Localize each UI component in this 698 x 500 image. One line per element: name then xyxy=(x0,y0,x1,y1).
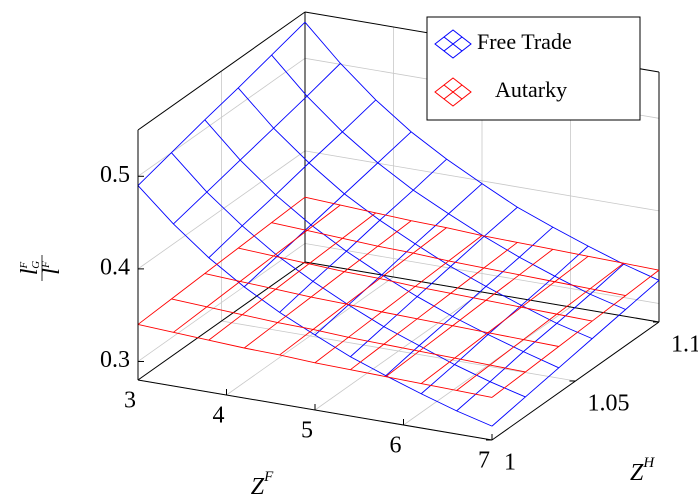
legend-label: Free Trade xyxy=(477,29,572,54)
mesh-line xyxy=(350,206,518,358)
mesh-line xyxy=(314,183,483,336)
mesh-line xyxy=(385,226,554,377)
grid-line xyxy=(304,150,660,212)
z-tick-label: 0.5 xyxy=(100,162,130,188)
z-den-sup: F xyxy=(40,261,52,269)
surface xyxy=(137,196,660,398)
x-tick-label: 5 xyxy=(301,418,313,444)
grid-line xyxy=(137,57,306,177)
z-num-sub: G xyxy=(30,261,42,269)
legend-icon-line xyxy=(443,84,463,100)
y-label-base: Z xyxy=(630,460,644,486)
mesh-line xyxy=(208,212,377,341)
grid-line xyxy=(137,150,306,270)
z-num-base: l xyxy=(17,268,43,275)
z-den-base: l xyxy=(39,268,65,275)
mesh-line xyxy=(243,131,412,288)
mesh-line xyxy=(208,99,377,259)
mesh-line xyxy=(271,222,626,297)
mesh-line xyxy=(204,273,559,347)
y-label-sup: H xyxy=(642,455,655,471)
y-tick-label: 1.05 xyxy=(588,391,630,417)
y-axis-label: ZH xyxy=(630,455,655,485)
x-tick-label: 7 xyxy=(478,448,490,474)
mesh-line xyxy=(350,242,518,371)
z-tick-label: 0.3 xyxy=(100,347,130,373)
x-label-sup: F xyxy=(263,469,274,485)
x-axis-label: ZF xyxy=(251,469,274,499)
z-label-num: lFG xyxy=(17,261,43,275)
x-tick-label: 3 xyxy=(124,388,136,414)
x-tick-label: 4 xyxy=(213,403,225,429)
grid-line xyxy=(221,320,576,382)
legend-icon xyxy=(434,77,472,107)
grid-line xyxy=(137,243,306,362)
mesh-line xyxy=(456,263,624,412)
z-label-den: lF xyxy=(39,261,65,275)
mesh-line xyxy=(279,227,447,356)
mesh-line xyxy=(238,247,593,322)
mesh-line xyxy=(173,63,341,225)
mesh-line xyxy=(279,158,447,313)
mesh-line xyxy=(137,21,306,186)
y-tick-label: 1 xyxy=(504,450,516,476)
legend-icon-outline xyxy=(434,29,472,59)
grid-line xyxy=(304,243,660,304)
z-tick-label: 0.4 xyxy=(100,254,130,280)
axis-edge xyxy=(137,11,306,131)
y-tick-label: 1.1 xyxy=(671,332,698,358)
mesh-line xyxy=(491,279,660,427)
mesh-line xyxy=(173,204,341,333)
mesh-line xyxy=(385,249,554,377)
x-label-base: Z xyxy=(251,474,265,500)
legend-icon-line xyxy=(443,36,463,52)
legend-label: Autarky xyxy=(495,77,567,102)
mesh-line xyxy=(204,119,559,369)
mesh-line xyxy=(243,220,412,349)
mesh-line xyxy=(171,298,526,373)
z-num-sup: F xyxy=(18,262,30,270)
x-tick-label: 6 xyxy=(390,433,402,459)
mesh-line xyxy=(456,262,624,391)
mesh-line xyxy=(171,152,526,398)
legend-box xyxy=(426,16,641,121)
mesh-line xyxy=(137,196,306,325)
legend-icon-outline xyxy=(434,77,472,107)
mesh-line xyxy=(314,235,483,364)
mesh-line xyxy=(420,255,589,384)
legend-icon xyxy=(434,29,472,59)
axis-edge xyxy=(304,261,660,323)
mesh-line xyxy=(491,269,660,398)
axis-edge xyxy=(137,261,306,381)
